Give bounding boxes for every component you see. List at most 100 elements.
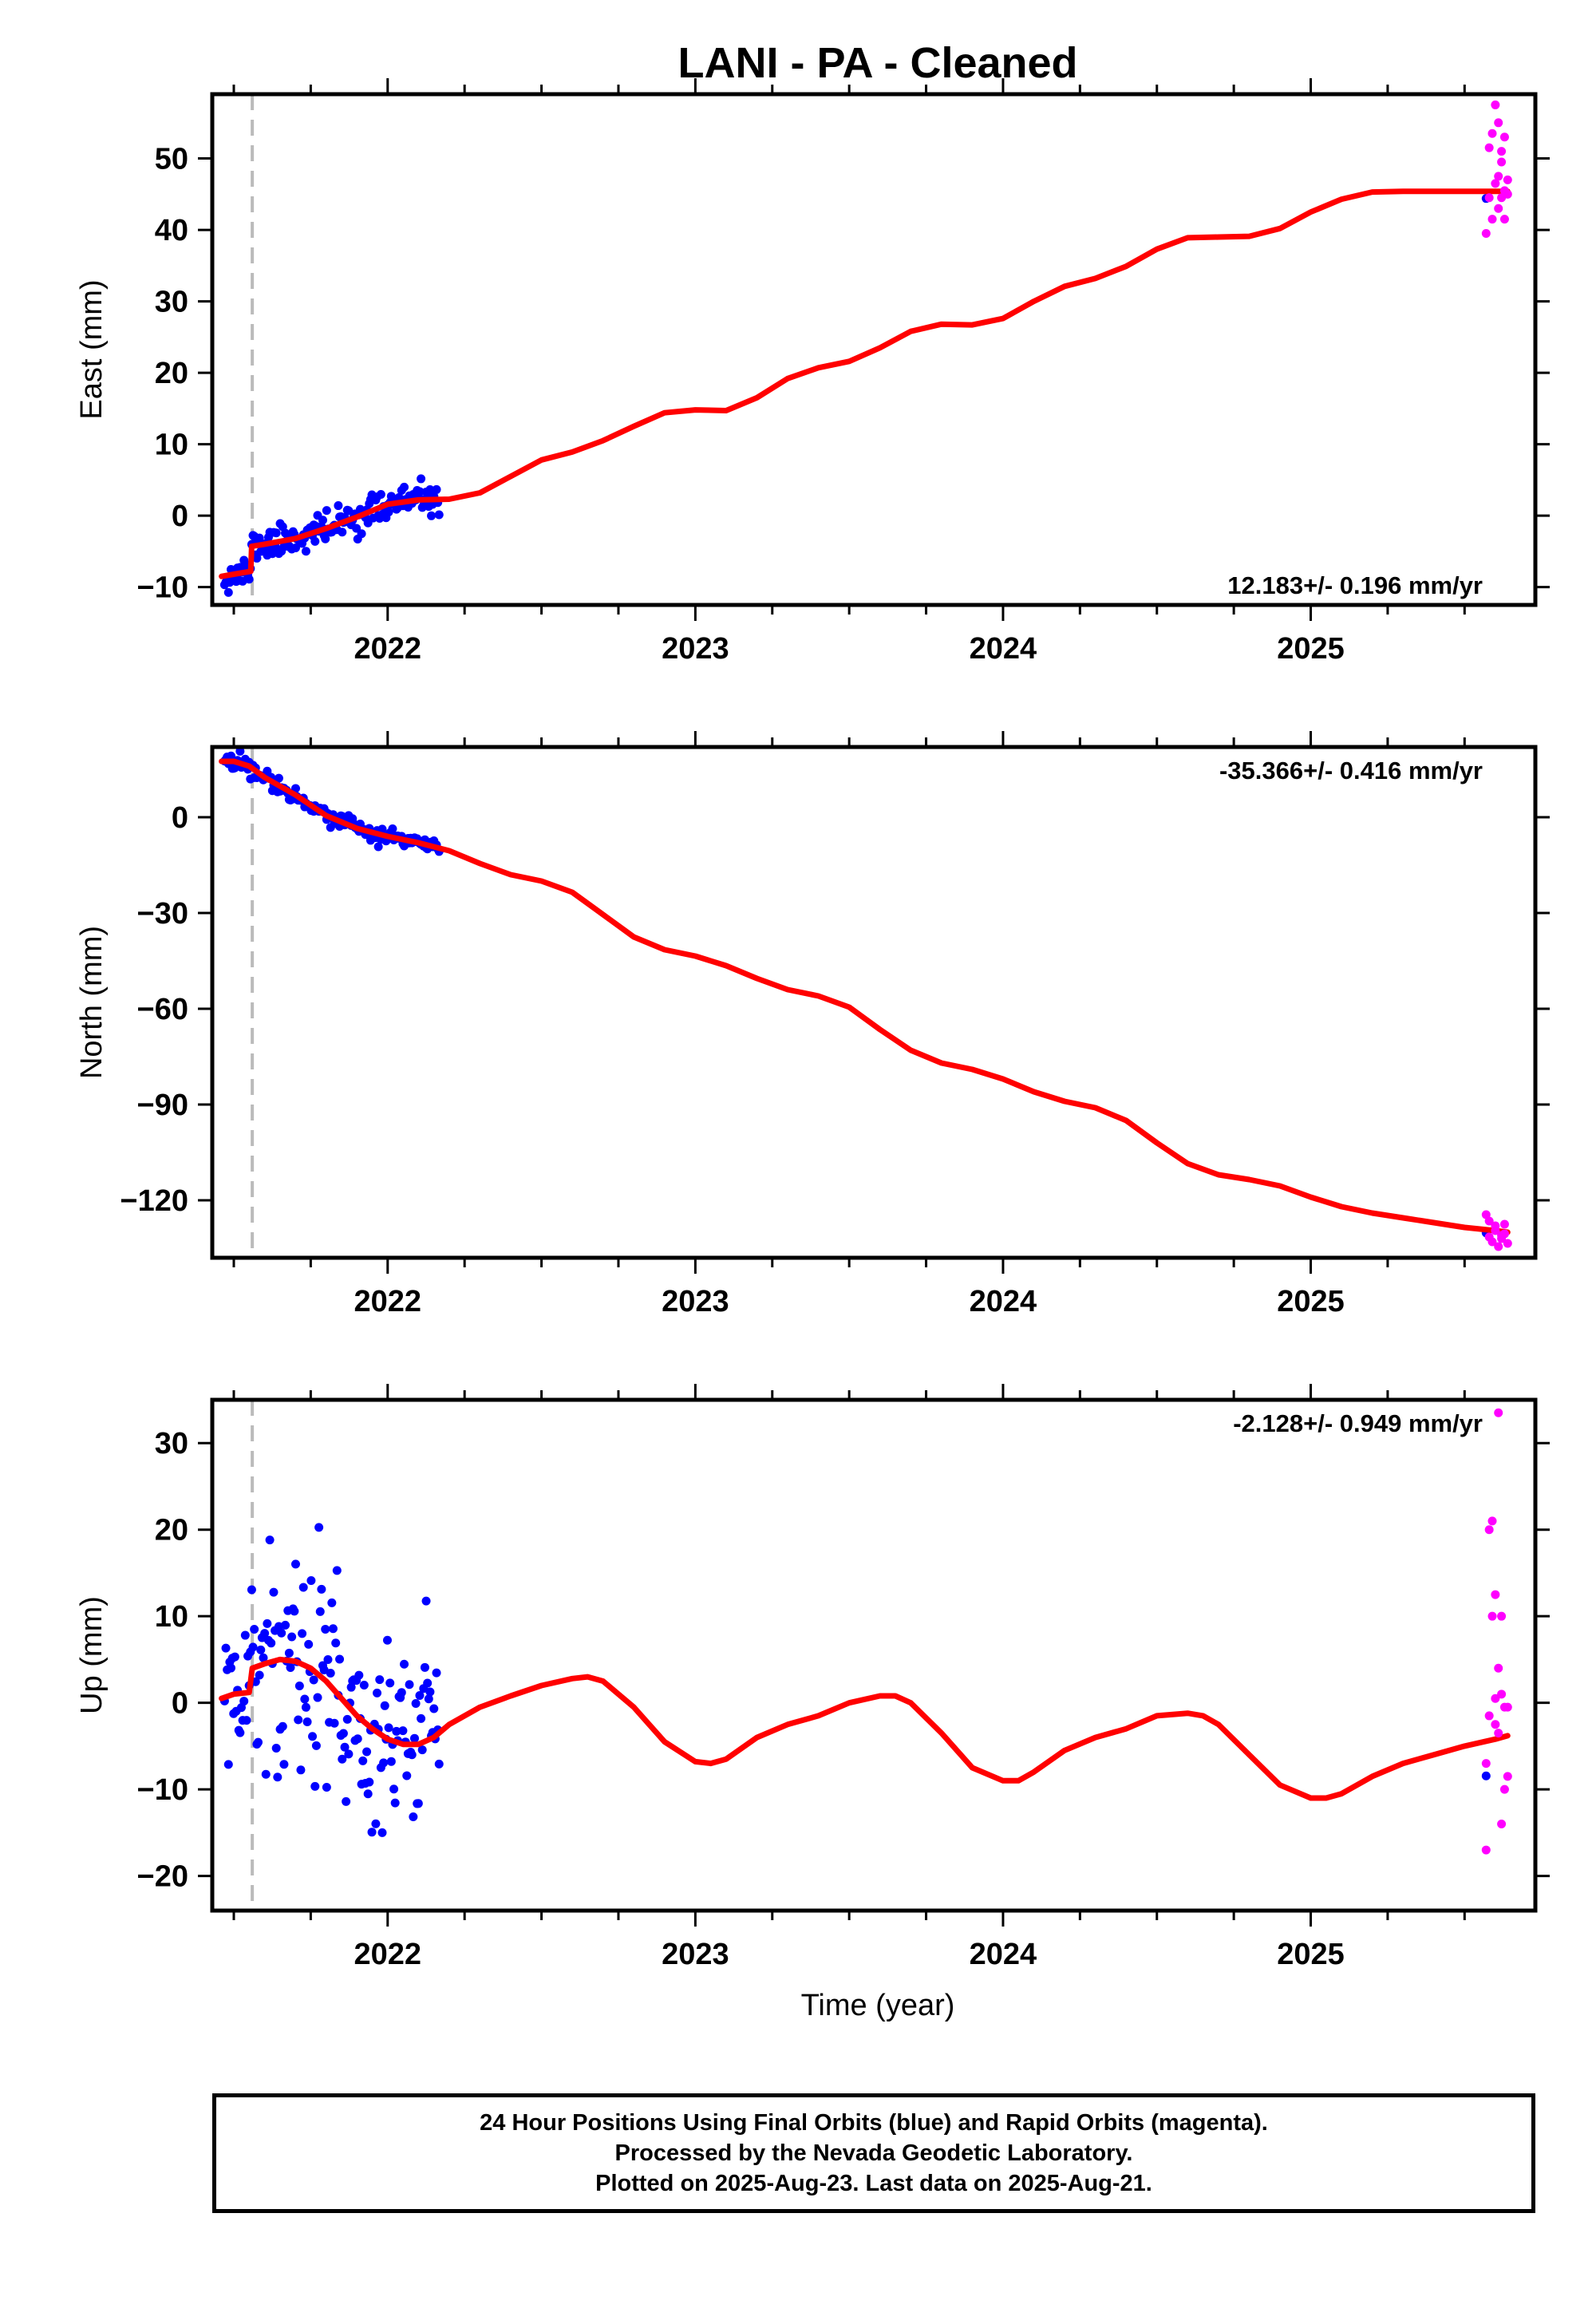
final-orbit-point — [363, 1789, 373, 1799]
final-orbit-point — [338, 528, 347, 537]
final-orbit-point — [319, 1665, 329, 1674]
final-orbit-point — [267, 1638, 276, 1648]
final-orbit-point — [269, 1587, 279, 1597]
final-orbit-point — [371, 1819, 381, 1828]
y-axis-label-east: East (mm) — [75, 279, 109, 419]
rapid-orbit-point — [1494, 1729, 1503, 1738]
rapid-orbit-point — [1494, 1242, 1503, 1251]
final-orbit-point — [353, 1734, 362, 1744]
rate-annotation-up: -2.128+/- 0.949 mm/yr — [1233, 1409, 1483, 1437]
final-orbit-point — [397, 1688, 406, 1697]
final-orbit-point — [279, 1760, 289, 1769]
rapid-orbit-point — [1494, 118, 1503, 128]
y-tick-label: 20 — [155, 1514, 188, 1547]
y-ticks-up: −20 −10 0 10 20 30 — [137, 1427, 1550, 1894]
final-orbit-point — [380, 1701, 389, 1710]
final-orbit-point — [308, 1732, 318, 1741]
final-orbit-point — [389, 1784, 399, 1794]
x-tick-label: 2023 — [662, 1285, 729, 1318]
final-orbit-point — [221, 1643, 231, 1653]
final-orbit-point — [247, 1585, 256, 1595]
rapid-orbit-point — [1487, 215, 1497, 224]
final-orbit-point — [252, 553, 262, 563]
final-orbit-point — [242, 1716, 251, 1725]
final-orbit-point — [411, 1698, 421, 1708]
final-orbit-point — [255, 533, 264, 543]
y-axis-label-north: North (mm) — [75, 926, 109, 1079]
x-tick-label: 2022 — [354, 1285, 422, 1318]
final-orbit-point — [310, 536, 320, 546]
final-orbit-point — [254, 1737, 263, 1747]
final-orbit-point — [318, 516, 328, 525]
rapid-orbit-point — [1494, 1408, 1503, 1417]
final-orbit-point — [400, 1659, 409, 1669]
panel-north: 2022 2023 2024 2025 −120 −90 −60 −30 0 North (mm)… — [75, 731, 1550, 1318]
final-orbit-point — [415, 487, 425, 496]
rapid-orbit-point — [1487, 1516, 1497, 1526]
final-orbit-point — [250, 1624, 259, 1634]
final-orbit-point — [230, 1652, 239, 1662]
plot-frame-up — [210, 1397, 1538, 1913]
x-tick-label: 2023 — [662, 1938, 729, 1971]
rapid-orbit-point — [1503, 1772, 1512, 1781]
y-axis-label-up: Up (mm) — [75, 1596, 109, 1714]
y-tick-label: 40 — [155, 214, 188, 247]
final-orbit-point — [429, 1704, 439, 1713]
final-orbit-point — [357, 529, 366, 539]
final-orbit-points-up — [219, 1523, 1491, 1837]
final-orbit-point — [294, 1715, 303, 1725]
final-orbit-point — [227, 751, 236, 761]
final-orbit-point — [244, 575, 254, 584]
y-ticks-east: −10 0 10 20 30 40 50 — [137, 143, 1550, 605]
rapid-orbit-point — [1491, 1694, 1500, 1703]
x-tick-label: 2024 — [970, 1285, 1037, 1318]
x-tick-label: 2025 — [1277, 1285, 1345, 1318]
final-orbit-points-east — [219, 194, 1491, 597]
final-orbit-point — [331, 1638, 341, 1648]
final-orbit-point — [313, 1693, 322, 1702]
rapid-orbit-point — [1497, 147, 1507, 156]
final-orbit-point — [420, 1662, 429, 1672]
final-orbit-point — [358, 1756, 368, 1765]
y-tick-label: −10 — [137, 571, 188, 605]
final-orbit-point — [432, 1668, 441, 1678]
x-tick-label: 2022 — [354, 1938, 422, 1971]
final-orbit-point — [304, 1639, 314, 1649]
final-orbit-point — [342, 1714, 352, 1724]
final-orbit-point — [271, 1744, 281, 1753]
final-orbit-point — [400, 482, 409, 492]
final-orbit-point — [359, 1680, 369, 1690]
final-orbit-point — [388, 824, 397, 834]
final-orbit-point — [377, 1828, 387, 1837]
final-orbit-point — [311, 1741, 321, 1750]
final-orbit-point — [273, 1773, 282, 1782]
rapid-orbit-point — [1503, 189, 1512, 199]
final-orbit-point — [409, 1812, 418, 1821]
final-orbit-point — [263, 1618, 272, 1628]
final-orbit-point — [421, 1596, 431, 1606]
rapid-orbit-point — [1499, 215, 1509, 224]
final-orbit-points-north — [219, 747, 1491, 1238]
final-orbit-point — [427, 511, 437, 520]
rapid-orbit-point — [1487, 1237, 1497, 1247]
y-tick-label: 30 — [155, 286, 188, 319]
plot-frame-east — [210, 92, 1538, 607]
rapid-orbit-point — [1487, 1611, 1497, 1621]
y-tick-label: 0 — [172, 801, 188, 835]
final-orbit-point — [367, 1828, 377, 1837]
final-orbit-point — [417, 474, 426, 484]
rapid-orbit-point — [1499, 1784, 1509, 1794]
final-orbit-point — [290, 1559, 300, 1569]
final-orbit-point — [294, 1682, 304, 1691]
y-tick-label: −90 — [137, 1089, 188, 1122]
rate-annotation-east: 12.183+/- 0.196 mm/yr — [1227, 571, 1483, 599]
rapid-orbit-point — [1497, 1611, 1507, 1621]
final-orbit-point — [300, 1694, 310, 1704]
final-orbit-point — [335, 1654, 345, 1664]
panel-east: 2022 2023 2024 2025 −10 0 10 20 30 40 50 East (mm) 1… — [75, 78, 1550, 666]
final-orbit-point — [330, 1718, 339, 1728]
final-orbit-point — [1481, 1771, 1491, 1780]
rapid-orbit-point — [1491, 100, 1500, 109]
final-orbit-point — [274, 773, 283, 783]
